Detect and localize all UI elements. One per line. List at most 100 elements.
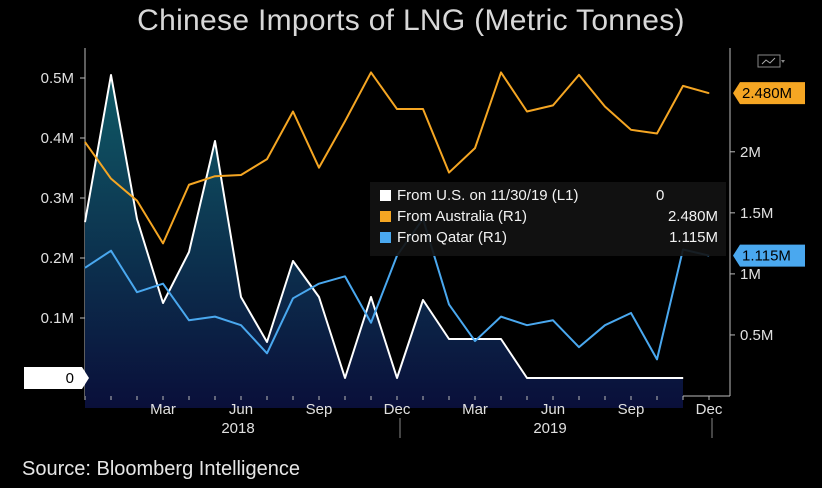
series-point-qatar	[318, 283, 320, 285]
series-point-australia	[266, 158, 268, 160]
series-point-australia	[578, 74, 580, 76]
series-point-australia	[630, 129, 632, 131]
series-point-qatar	[292, 297, 294, 299]
chart-options-icon[interactable]	[757, 54, 785, 68]
series-point-us	[604, 377, 606, 379]
legend-label-qatar: From Qatar (R1)	[397, 229, 507, 246]
series-point-us	[630, 377, 632, 379]
series-point-australia	[474, 147, 476, 149]
series-point-us	[656, 377, 658, 379]
left-tick-label: 0.2M	[41, 250, 74, 267]
x-tick-label: Sep	[618, 401, 645, 418]
series-point-us	[344, 377, 346, 379]
series-point-qatar	[214, 316, 216, 318]
right-tick-label: 0.5M	[740, 327, 773, 344]
series-point-qatar	[474, 340, 476, 342]
series-point-qatar	[344, 275, 346, 277]
x-tick-label: Jun	[541, 401, 565, 418]
series-point-us	[240, 296, 242, 298]
left-tick-label: 0.5M	[41, 70, 74, 87]
series-point-qatar	[370, 322, 372, 324]
series-point-qatar	[656, 358, 658, 360]
series-point-australia	[422, 108, 424, 110]
series-point-australia	[604, 106, 606, 108]
series-point-qatar	[84, 267, 86, 269]
series-point-us	[110, 74, 112, 76]
tag-text-qatar: 1.115M	[742, 248, 791, 265]
series-point-us	[162, 302, 164, 304]
legend-swatch-qatar	[380, 232, 391, 243]
right-tick-label: 2M	[740, 144, 761, 161]
series-point-us	[188, 251, 190, 253]
tag-qatar	[733, 244, 805, 267]
series-point-us	[266, 341, 268, 343]
series-point-us	[682, 377, 684, 379]
series-point-australia	[370, 71, 372, 73]
source-note: Source: Bloomberg Intelligence	[22, 458, 300, 480]
legend-value-australia: 2.480M	[668, 208, 718, 225]
legend-label-us: From U.S. on 11/30/19 (L1)	[397, 187, 578, 204]
series-point-us	[552, 377, 554, 379]
series-point-qatar	[448, 303, 450, 305]
right-tick-label: 1.5M	[740, 205, 773, 222]
series-point-australia	[682, 85, 684, 87]
series-point-australia	[344, 120, 346, 122]
year-label: 2019	[533, 420, 566, 437]
tag-australia	[733, 82, 805, 105]
legend-swatch-us	[380, 190, 391, 201]
left-tick-label: 0.3M	[41, 190, 74, 207]
series-point-us	[500, 338, 502, 340]
us-area-fill	[85, 75, 683, 408]
series-point-australia	[214, 175, 216, 177]
series-point-australia	[526, 110, 528, 112]
series-point-qatar	[630, 312, 632, 314]
series-point-australia	[188, 184, 190, 186]
legend-value-qatar: 1.115M	[669, 229, 718, 246]
series-point-australia	[110, 178, 112, 180]
series-point-australia	[396, 108, 398, 110]
series-point-us	[136, 218, 138, 220]
series-point-australia	[552, 104, 554, 106]
series-point-australia	[448, 172, 450, 174]
series-point-australia	[500, 71, 502, 73]
left-tick-label: 0.4M	[41, 130, 74, 147]
legend-value-us: 0	[656, 187, 664, 204]
series-point-qatar	[552, 319, 554, 321]
series-point-australia	[292, 110, 294, 112]
us-value-tag-text: 0	[66, 370, 74, 387]
series-point-australia	[318, 167, 320, 169]
series-point-us	[318, 296, 320, 298]
series-point-qatar	[188, 319, 190, 321]
x-tick-label: Mar	[462, 401, 488, 418]
series-point-qatar	[604, 324, 606, 326]
legend-box	[370, 182, 726, 256]
year-label: 2018	[221, 420, 254, 437]
series-point-australia	[656, 132, 658, 134]
series-point-us	[578, 377, 580, 379]
x-tick-label: Sep	[306, 401, 333, 418]
series-point-us	[292, 260, 294, 262]
series-point-qatar	[110, 250, 112, 252]
right-tick-label: 1M	[740, 266, 761, 283]
chart-title: Chinese Imports of LNG (Metric Tonnes)	[137, 4, 685, 37]
series-point-us	[84, 221, 86, 223]
x-tick-label: Dec	[384, 401, 411, 418]
series-line-us	[84, 74, 683, 379]
x-tick-label: Dec	[696, 401, 723, 418]
series-point-us	[370, 296, 372, 298]
series-point-qatar	[136, 291, 138, 293]
series-point-us	[422, 299, 424, 301]
series-point-us	[396, 377, 398, 379]
series-point-australia	[84, 141, 86, 143]
series-point-qatar	[240, 324, 242, 326]
legend-label-australia: From Australia (R1)	[397, 208, 527, 225]
series-point-australia	[136, 200, 138, 202]
us-value-tag-pointer	[82, 367, 89, 389]
series-point-qatar	[266, 352, 268, 354]
us-value-tag	[24, 367, 82, 389]
left-tick-label: 0.1M	[41, 310, 74, 327]
x-tick-label: Mar	[150, 401, 176, 418]
series-point-us	[448, 338, 450, 340]
series-point-qatar	[500, 316, 502, 318]
